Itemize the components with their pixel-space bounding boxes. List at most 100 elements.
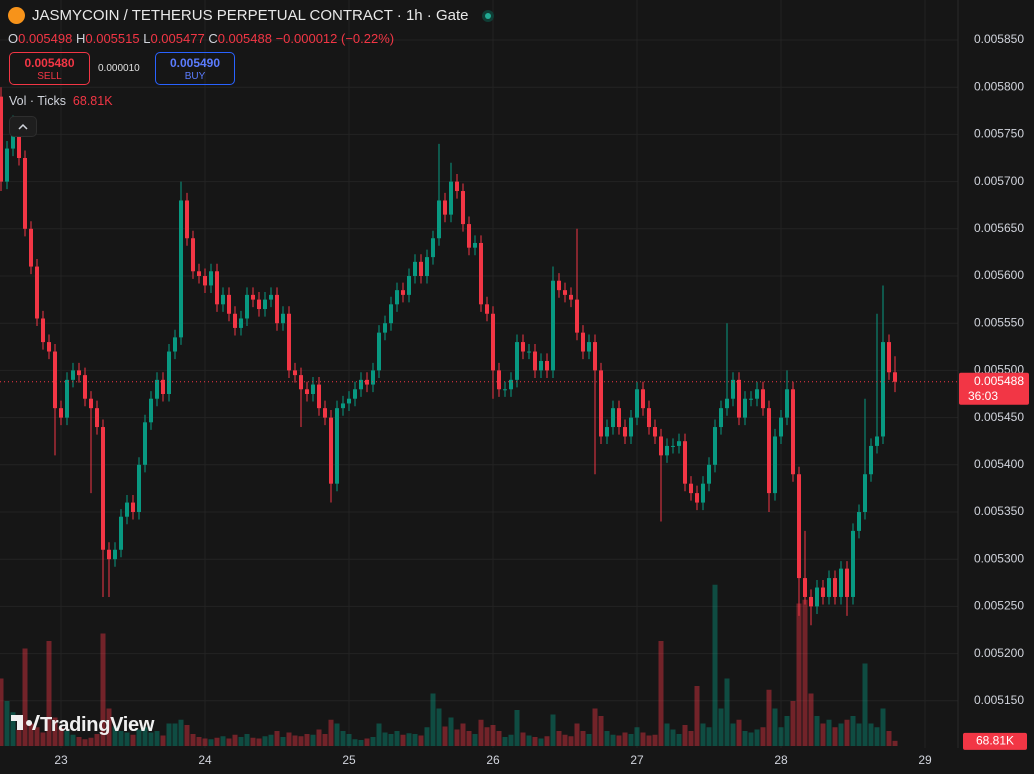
volume-bar [688,731,694,746]
volume-bar [112,726,118,746]
c-label: C [208,31,218,46]
candle-body [377,332,381,371]
volume-bar [94,734,100,746]
volume-bar [172,723,178,746]
candle-body [245,294,249,319]
candle-body [413,261,417,276]
volume-bar [202,738,208,746]
candle-body [137,464,141,512]
volume-bar [322,734,328,746]
candle-body [419,261,423,276]
volume-bar [658,641,664,746]
candle-body [101,427,105,550]
candle-body [527,351,531,353]
volume-bar [802,599,808,746]
status-dot [482,10,494,22]
volume-bar [490,725,496,746]
y-tick-label: 0.005650 [974,221,1024,235]
candle-body [587,342,591,352]
candle-body [731,379,735,399]
buy-label: BUY [184,71,206,82]
candle-body [647,408,651,428]
volume-bar [46,641,52,746]
logo-icon [10,713,40,737]
candle-body [581,332,585,352]
volume-bar [856,723,862,746]
volume-bar [742,731,748,746]
volume-bar [568,736,574,746]
axes: 0.005150 0.005200 0.005250 0.005300 0.005350… [54,0,1029,767]
volume-bar [208,739,214,746]
volume-bar [562,734,568,746]
candle-body [695,493,699,503]
candle-body [89,398,93,409]
volume-bar [712,584,718,746]
collapse-button[interactable] [9,116,37,137]
candle-body [215,271,219,305]
candle-body [467,224,471,248]
symbol-title[interactable]: JASMYCOIN / TETHERUS PERPETUAL CONTRACT … [32,7,469,24]
volume-bar [238,737,244,746]
volume-bar [700,723,706,746]
l-label: L [143,31,151,46]
volume-bar [358,740,364,746]
volume-bar [748,732,754,746]
candle-body [803,578,807,597]
volume-bar [760,727,766,746]
candle-body [503,389,507,391]
volume-bar [406,733,412,746]
candle-body [59,408,63,418]
volume-bar [718,708,724,746]
volume-bar [724,678,730,746]
volume-bar [862,663,868,746]
candle-body [713,427,717,465]
buy-button[interactable]: 0.005490 BUY [155,52,235,85]
candle-body [455,181,459,192]
x-tick-label: 29 [918,753,932,767]
candle-body [611,408,615,428]
volume-bar [298,736,304,746]
candle-body [401,290,405,295]
volume-bar [364,738,370,746]
candle-body [0,96,3,182]
candle-body [887,342,891,373]
volume-bar [646,735,652,746]
sell-button[interactable]: 0.005480 SELL [9,52,90,85]
volume-bar [418,735,424,746]
spread: 0.000010 [98,63,140,74]
volume-bar [538,738,544,746]
logo[interactable]: TradingView [10,713,154,737]
candle-body [425,257,429,276]
volume-bar [628,734,634,746]
candle-body [323,408,327,418]
volume-bar [190,734,196,746]
volume-bar [154,731,160,746]
candle-body [437,200,441,239]
volume-bar [808,693,814,746]
candle-body [551,280,555,371]
volume-bar [514,710,520,746]
candle-body [725,398,729,409]
candle-body [341,403,345,409]
candle-body [449,181,453,215]
candle-body [857,512,861,531]
sell-price: 0.005480 [24,56,75,70]
volume-bar [598,716,604,746]
c-value: 0.005488 [217,31,272,46]
candle-body [479,242,483,305]
candle-body [893,372,897,382]
candle-body [53,351,57,409]
candle-body [701,483,705,503]
candle-body [383,323,387,333]
volume-bar [616,735,622,746]
h-value: 0.005515 [85,31,140,46]
candle-body [5,148,9,182]
candle-body [23,158,27,229]
volume-bar [796,603,802,746]
y-tick-label: 0.005250 [974,599,1024,613]
candle-body [239,318,243,328]
candle-body [65,379,69,418]
volume-bar [496,731,502,746]
candle-body [761,389,765,409]
y-tick-label: 0.005450 [974,410,1024,424]
